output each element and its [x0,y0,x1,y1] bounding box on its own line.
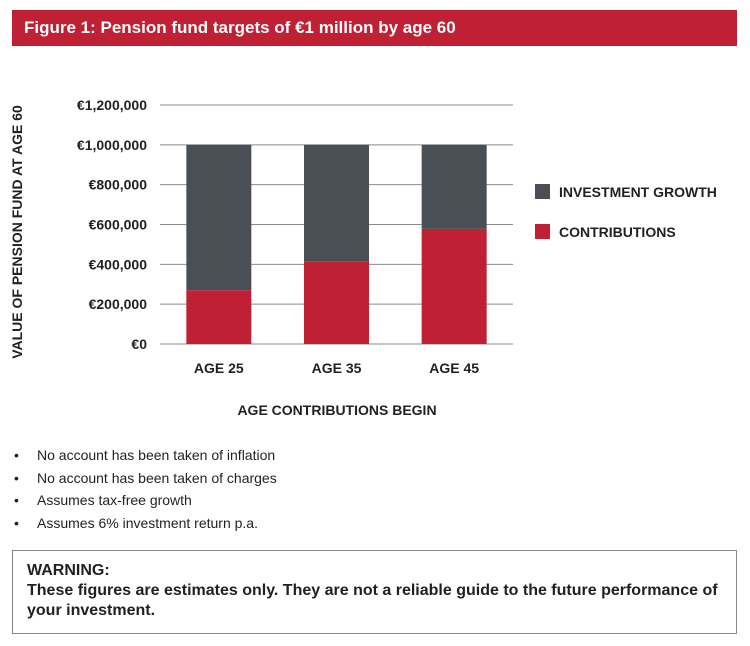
stacked-bar-chart: €0 €200,000 €400,000 €600,000 €800,000 €1,000… [9,97,717,418]
x-axis-title: AGE CONTRIBUTIONS BEGIN [237,402,436,418]
warning-box: WARNING: These figures are estimates onl… [12,550,737,634]
y-tick-label: €800,000 [89,177,148,193]
note-charges: No account has been taken of charges [12,467,277,490]
bar-contributions-age-45 [421,228,487,344]
figure-title-text: Figure 1: Pension fund targets of €1 mil… [24,18,456,37]
x-category-label: AGE 25 [194,360,244,376]
y-axis-tick-labels: €0 €200,000 €400,000 €600,000 €800,000 €1,000… [77,97,147,352]
y-tick-label: €1,000,000 [77,137,147,153]
warning-text: These figures are estimates only. They a… [27,582,718,619]
warning-heading: WARNING: [27,562,110,579]
y-tick-label: €600,000 [89,217,148,233]
bars [186,144,487,344]
legend-swatch-investment-growth [535,184,550,199]
bar-investment-growth-age-45 [421,144,487,229]
legend: INVESTMENT GROWTH CONTRIBUTIONS [535,184,717,240]
note-tax-free-growth: Assumes tax-free growth [12,489,277,512]
legend-swatch-contributions [535,224,550,239]
bar-contributions-age-25 [186,290,252,344]
legend-label: CONTRIBUTIONS [559,224,676,240]
note-inflation: No account has been taken of inflation [12,444,277,467]
assumptions-list: No account has been taken of inflation N… [12,444,277,534]
note-investment-return: Assumes 6% investment return p.a. [12,512,277,535]
y-tick-label: €400,000 [89,256,148,272]
figure-title: Figure 1: Pension fund targets of €1 mil… [12,10,737,46]
bar-contributions-age-35 [304,261,369,344]
x-category-label: AGE 45 [429,360,479,376]
x-axis-category-labels: AGE 25 AGE 35 AGE 45 [194,360,479,376]
y-axis-title: VALUE OF PENSION FUND AT AGE 60 [9,105,25,359]
y-tick-label: €0 [131,336,147,352]
bar-investment-growth-age-25 [186,144,252,291]
x-category-label: AGE 35 [312,360,362,376]
bar-investment-growth-age-35 [304,144,369,262]
y-tick-label: €1,200,000 [77,97,147,113]
y-tick-label: €200,000 [89,296,148,312]
legend-label: INVESTMENT GROWTH [559,184,717,200]
